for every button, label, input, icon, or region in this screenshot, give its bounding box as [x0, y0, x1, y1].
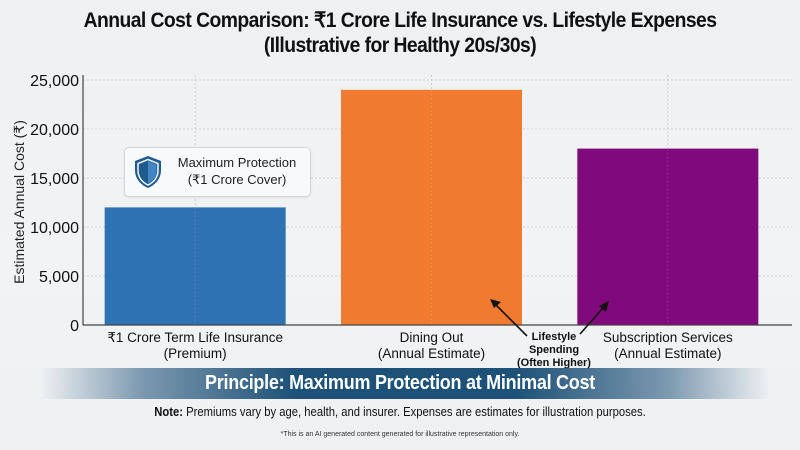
- y-tick-label: 25,000: [30, 73, 79, 90]
- x-tick-label-sub: (Premium): [164, 346, 227, 361]
- shield-icon: [135, 156, 161, 188]
- bars: [104, 89, 759, 325]
- y-tick-label: 15,000: [30, 171, 79, 188]
- annotation-line3: (Often Higher): [517, 357, 591, 369]
- annotation-arrows: [490, 299, 609, 337]
- y-tick-label: 10,000: [30, 220, 79, 237]
- y-tick-labels: 0 5,000 10,000 15,000 20,000 25,000: [30, 73, 79, 335]
- bar-chart: 0 5,000 10,000 15,000 20,000 25,000 ₹1 Crore …: [11, 73, 792, 361]
- arrow-head-icon: [599, 301, 609, 312]
- callout-line2: (₹1 Crore Cover): [187, 172, 287, 187]
- x-tick-label: Dining Out: [400, 330, 464, 345]
- arrow-head-icon: [490, 299, 501, 308]
- principle-banner-text: Principle: Maximum Protection at Minimal…: [205, 372, 595, 394]
- max-protection-callout: Maximum Protection (₹1 Crore Cover): [124, 147, 311, 197]
- bar: [104, 207, 286, 325]
- y-axis-label: Estimated Annual Cost (₹): [11, 120, 27, 284]
- callout-line1: Maximum Protection: [177, 155, 297, 170]
- bar: [577, 148, 759, 325]
- arrow-to-subscriptions: [579, 306, 605, 335]
- chart-title: Annual Cost Comparison: ₹1 Crore Life In…: [32, 8, 768, 58]
- x-tick-labels: ₹1 Crore Term Life Insurance(Premium) Din…: [107, 330, 733, 361]
- lifestyle-spending-annotation: Lifestyle Spending (Often Higher): [504, 331, 604, 370]
- x-tick-label: Subscription Services: [603, 330, 733, 345]
- x-tick-label-sub: (Annual Estimate): [614, 346, 721, 361]
- note-label: Note:: [154, 405, 184, 419]
- bar: [341, 89, 522, 325]
- principle-banner: [40, 368, 770, 399]
- y-tick-label: 5,000: [39, 269, 79, 286]
- note: Note: Premiums vary by age, health, and …: [40, 404, 760, 420]
- chart-title-line2: (Illustrative for Healthy 20s/30s): [263, 34, 537, 57]
- x-tick-label-sub: (Annual Estimate): [378, 346, 485, 361]
- annotation-line2: Spending: [528, 344, 580, 356]
- chart-title-line1: Annual Cost Comparison: ₹1 Crore Life In…: [83, 9, 717, 32]
- x-tick-label: ₹1 Crore Term Life Insurance: [107, 330, 283, 345]
- y-tick-label: 20,000: [30, 122, 79, 139]
- y-tick-label: 0: [70, 318, 79, 335]
- arrow-to-dining-out: [494, 303, 528, 337]
- ai-disclaimer: *This is an AI generated content generat…: [280, 431, 520, 438]
- note-text: Premiums vary by age, health, and insure…: [183, 405, 646, 419]
- annotation-line1: Lifestyle: [531, 331, 577, 343]
